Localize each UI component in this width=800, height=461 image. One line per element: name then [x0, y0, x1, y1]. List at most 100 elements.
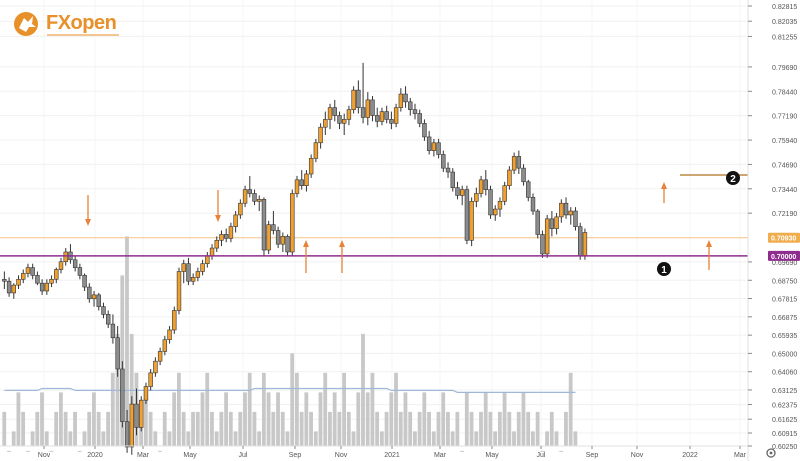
candle[interactable]	[139, 399, 144, 428]
candle[interactable]	[172, 310, 177, 331]
candle[interactable]	[96, 294, 101, 307]
candle[interactable]	[544, 218, 550, 255]
candle[interactable]	[242, 189, 248, 204]
candle[interactable]	[134, 403, 139, 428]
candle[interactable]	[280, 236, 286, 245]
candle[interactable]	[375, 115, 380, 122]
candle[interactable]	[247, 189, 252, 194]
candle[interactable]	[568, 210, 573, 216]
candle[interactable]	[162, 339, 168, 352]
candle[interactable]	[77, 267, 83, 276]
candle[interactable]	[346, 109, 352, 120]
candle[interactable]	[521, 167, 526, 183]
candle[interactable]	[63, 251, 68, 263]
candle[interactable]	[478, 179, 484, 194]
candle[interactable]	[266, 224, 271, 251]
candle[interactable]	[228, 226, 234, 239]
candle[interactable]	[488, 189, 493, 216]
candle[interactable]	[412, 109, 418, 114]
candle[interactable]	[275, 230, 281, 245]
candle[interactable]	[474, 193, 479, 202]
candle[interactable]	[205, 255, 210, 264]
candle[interactable]	[200, 263, 205, 272]
candle[interactable]	[389, 119, 394, 124]
candle[interactable]	[426, 136, 432, 151]
candle[interactable]	[483, 179, 488, 190]
candle[interactable]	[129, 403, 134, 448]
candle[interactable]	[124, 421, 130, 448]
candle[interactable]	[91, 294, 97, 300]
candle[interactable]	[507, 169, 512, 186]
candle[interactable]	[157, 351, 163, 362]
candle[interactable]	[497, 200, 503, 210]
candle[interactable]	[233, 214, 238, 227]
candle[interactable]	[360, 107, 366, 118]
candle[interactable]	[294, 179, 300, 194]
candle[interactable]	[224, 234, 229, 239]
candle[interactable]	[2, 278, 7, 282]
candle[interactable]	[195, 271, 201, 278]
candle[interactable]	[238, 202, 243, 216]
candle[interactable]	[299, 179, 304, 186]
candle[interactable]	[143, 386, 149, 401]
candle[interactable]	[190, 277, 196, 282]
candle[interactable]	[261, 199, 267, 251]
candle[interactable]	[313, 142, 319, 159]
candle[interactable]	[257, 199, 262, 202]
candle[interactable]	[106, 314, 111, 325]
candle[interactable]	[393, 107, 399, 124]
candle[interactable]	[516, 156, 522, 169]
candle[interactable]	[356, 89, 361, 108]
candle[interactable]	[422, 122, 427, 138]
candle[interactable]	[6, 280, 12, 294]
gear-icon[interactable]	[766, 448, 776, 458]
candle[interactable]	[464, 189, 470, 241]
candle[interactable]	[549, 218, 555, 229]
candle[interactable]	[35, 275, 40, 284]
candle[interactable]	[153, 360, 158, 374]
candle[interactable]	[511, 156, 517, 171]
candle[interactable]	[115, 337, 120, 370]
candle[interactable]	[271, 224, 276, 231]
candle[interactable]	[167, 329, 172, 341]
candle[interactable]	[455, 187, 460, 196]
candle[interactable]	[82, 275, 87, 288]
candle[interactable]	[559, 202, 564, 218]
candle[interactable]	[563, 202, 569, 216]
candle[interactable]	[459, 189, 465, 196]
candle[interactable]	[384, 111, 389, 120]
candle[interactable]	[21, 273, 26, 280]
candle[interactable]	[469, 200, 474, 241]
candle[interactable]	[408, 101, 413, 110]
candle[interactable]	[39, 282, 45, 292]
candle[interactable]	[318, 126, 323, 144]
candle[interactable]	[209, 247, 215, 257]
candle[interactable]	[323, 119, 328, 128]
candle[interactable]	[351, 89, 356, 110]
candle[interactable]	[417, 113, 422, 124]
candle[interactable]	[398, 93, 404, 108]
candle[interactable]	[493, 208, 498, 216]
candle[interactable]	[44, 282, 50, 292]
candle[interactable]	[148, 372, 153, 387]
candle[interactable]	[365, 99, 370, 118]
candle[interactable]	[308, 158, 314, 175]
candle[interactable]	[49, 278, 54, 284]
candle[interactable]	[186, 263, 191, 282]
candle[interactable]	[327, 107, 333, 120]
candle[interactable]	[181, 263, 186, 272]
candle[interactable]	[176, 271, 182, 311]
candle[interactable]	[526, 181, 531, 198]
candle[interactable]	[30, 267, 35, 276]
candle[interactable]	[285, 236, 290, 253]
candle[interactable]	[554, 216, 559, 229]
candle[interactable]	[120, 368, 125, 422]
candle[interactable]	[87, 286, 92, 300]
candle[interactable]	[58, 261, 64, 270]
candle[interactable]	[54, 269, 59, 280]
candle[interactable]	[379, 111, 385, 122]
candle[interactable]	[577, 226, 583, 257]
candle[interactable]	[332, 107, 337, 116]
candle[interactable]	[582, 232, 588, 257]
candle[interactable]	[431, 142, 437, 151]
